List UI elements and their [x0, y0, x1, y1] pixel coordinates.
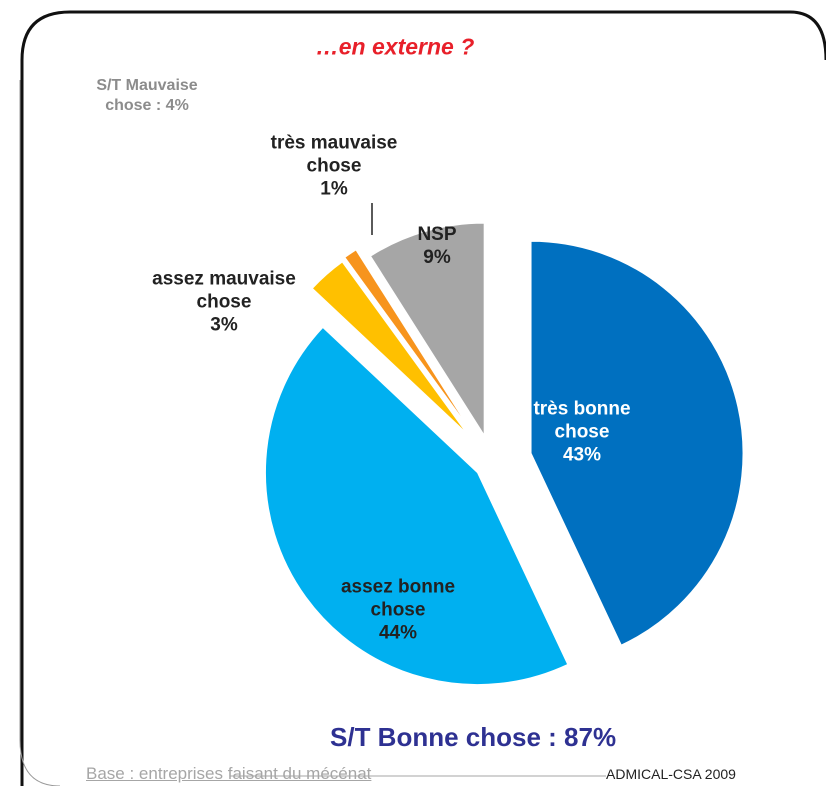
frame-inner [19, 80, 61, 786]
chart-title: …en externe ? [315, 33, 475, 60]
slice-label: assez bonne chose 44% [333, 576, 463, 645]
annotation: S/T Bonne chose : 87% [330, 722, 617, 752]
slice-label: assez mauvaise chose 3% [124, 268, 324, 337]
pie-slice [369, 222, 485, 437]
value-label: 3% [210, 314, 238, 336]
category-label: très mauvaise chose [270, 132, 398, 177]
slice-label: très mauvaise chose 1% [259, 132, 409, 201]
category-label: assez bonne chose [340, 576, 456, 621]
category-label: assez mauvaise chose [152, 268, 296, 313]
value-label: 44% [378, 622, 418, 644]
pie-slice [311, 261, 468, 434]
value-label: 1% [320, 178, 348, 200]
category-label: très bonne chose [533, 398, 631, 443]
slice-label: très bonne chose 43% [522, 398, 642, 467]
annotation: S/T Mauvaise chose : 4% [96, 77, 198, 114]
value-label: 43% [562, 444, 602, 466]
annotation: Base : entreprises faisant du mécénat [86, 764, 372, 783]
pie-slice [344, 249, 470, 430]
slice-label: NSP 9% [397, 223, 477, 269]
annotation: ADMICAL-CSA 2009 [606, 766, 736, 782]
value-label: 9% [423, 247, 451, 268]
pie-slice [264, 326, 569, 686]
pie-slice [530, 240, 744, 646]
category-label: NSP [417, 224, 457, 245]
frame [20, 10, 826, 786]
